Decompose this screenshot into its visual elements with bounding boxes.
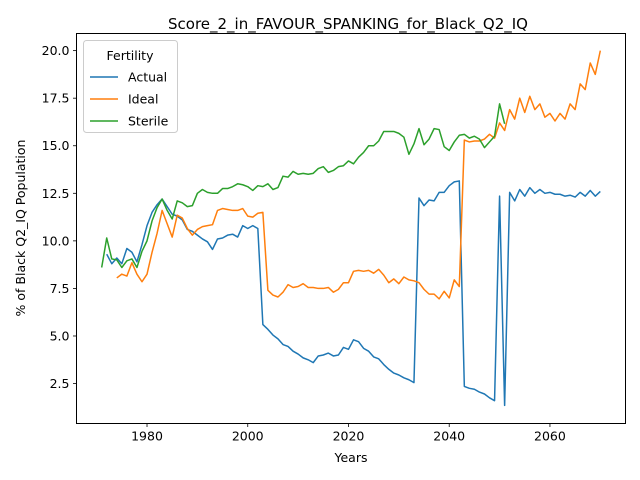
y-tick-label: 20.0	[42, 43, 70, 58]
series-line-ideal	[116, 50, 602, 300]
y-tick-label: 15.0	[42, 138, 70, 153]
y-tick-label: 10.0	[42, 233, 70, 248]
y-tick-label: 2.5	[50, 376, 70, 391]
legend-box	[83, 40, 178, 133]
x-tick-label: 2040	[433, 429, 465, 444]
x-axis-title: Years	[334, 450, 368, 465]
legend-label-ideal: Ideal	[128, 92, 158, 107]
legend-label-sterile: Sterile	[128, 114, 169, 129]
plot-area	[100, 50, 602, 407]
legend-label-actual: Actual	[128, 70, 167, 85]
series-line-actual	[106, 180, 601, 407]
plot-frame	[76, 33, 626, 424]
y-tick-label: 12.5	[42, 186, 70, 201]
x-tick-label: 2060	[534, 429, 566, 444]
y-axis: 2.5 5.0 7.5 10.0 12.5 15.0 17.5 20.0	[42, 43, 77, 391]
chart-title: Score_2_in_FAVOUR_SPANKING_for_Black_Q2_…	[168, 15, 528, 34]
x-tick-label: 1980	[131, 429, 163, 444]
y-tick-label: 17.5	[42, 91, 70, 106]
y-tick-label: 5.0	[50, 328, 70, 343]
legend-title: Fertility	[107, 48, 155, 63]
x-axis: 1980 2000 2020 2040 2060	[131, 423, 566, 444]
x-tick-label: 2020	[333, 429, 365, 444]
legend: Fertility Actual Ideal Sterile	[83, 40, 178, 133]
y-axis-title: % of Black Q2_IQ Population	[13, 140, 28, 317]
series-line-sterile	[100, 103, 506, 269]
y-tick-label: 7.5	[50, 281, 70, 296]
x-tick-label: 2000	[232, 429, 264, 444]
